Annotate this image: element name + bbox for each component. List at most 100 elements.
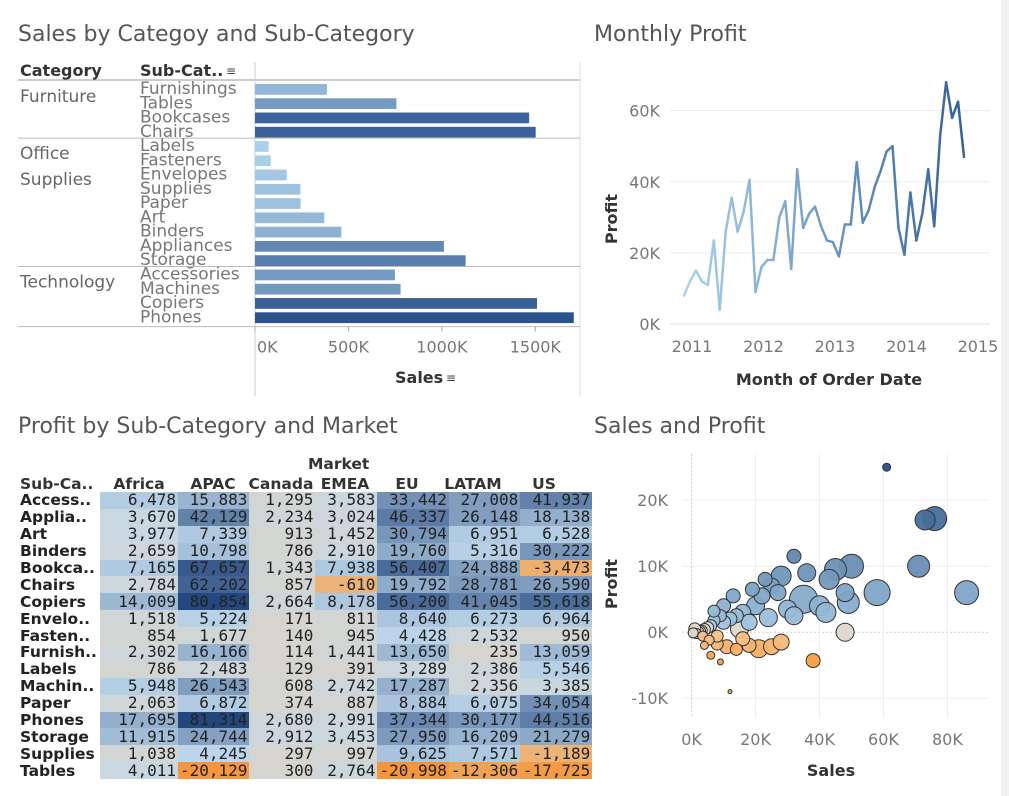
profit-cell[interactable]: 6,075 [448, 694, 521, 712]
subcategory-row-label[interactable]: Fasten.. [18, 627, 100, 645]
profit-cell[interactable]: 13,650 [377, 644, 449, 661]
market-column-latam[interactable]: LATAM [444, 475, 502, 493]
profit-cell[interactable]: 56,407 [377, 559, 449, 577]
profit-cell[interactable]: -12,306 [448, 762, 521, 780]
profit-cell[interactable]: 5,948 [100, 677, 178, 695]
profit-cell[interactable]: 16,209 [448, 728, 521, 746]
profit-cell[interactable]: 1,518 [100, 610, 178, 628]
profit-cell[interactable]: 24,888 [448, 559, 521, 577]
profit-cell[interactable]: 129 [249, 660, 316, 678]
profit-cell[interactable]: 374 [249, 694, 316, 712]
profit-cell[interactable]: 21,279 [520, 728, 593, 746]
profit-cell[interactable]: 114 [249, 644, 316, 661]
profit-cell[interactable]: 7,339 [178, 525, 250, 543]
subcategory-row-label[interactable]: Copiers [18, 593, 100, 611]
profit-cell[interactable]: 4,428 [377, 627, 449, 645]
profit-cell[interactable]: 5,546 [520, 660, 593, 678]
subcategory-row-label[interactable]: Storage [18, 728, 100, 746]
profit-cell[interactable]: 2,302 [100, 644, 178, 661]
profit-cell[interactable]: 42,129 [178, 508, 250, 526]
subcategory-row-label[interactable]: Tables [18, 762, 100, 780]
market-column-eu[interactable]: EU [395, 475, 419, 493]
profit-cell[interactable]: 18,138 [520, 508, 593, 526]
profit-cell[interactable]: -610 [315, 576, 378, 594]
profit-cell[interactable]: 17,287 [377, 677, 449, 695]
market-column-africa[interactable]: Africa [113, 475, 165, 493]
profit-cell[interactable]: 55,618 [520, 593, 593, 611]
profit-cell[interactable]: 5,316 [448, 542, 521, 560]
subcategory-row-label[interactable]: Binders [18, 542, 100, 560]
subcategory-row-label[interactable]: Envelo.. [18, 610, 100, 628]
profit-cell[interactable]: 950 [520, 627, 593, 645]
profit-cell[interactable]: 1,441 [315, 644, 378, 661]
profit-cell[interactable]: 30,177 [448, 711, 521, 729]
profit-cell[interactable]: 2,659 [100, 542, 178, 560]
profit-cell[interactable]: 3,289 [377, 660, 449, 678]
profit-cell[interactable]: -20,998 [377, 762, 449, 780]
profit-cell[interactable]: 19,792 [377, 576, 449, 594]
profit-cell[interactable]: 1,295 [249, 492, 316, 509]
profit-cell[interactable]: 41,045 [448, 593, 521, 611]
profit-cell[interactable]: 391 [315, 660, 378, 678]
profit-cell[interactable]: 1,038 [100, 745, 178, 763]
profit-cell[interactable]: 46,337 [377, 508, 449, 526]
profit-cell[interactable]: -3,473 [520, 559, 593, 577]
profit-cell[interactable]: 140 [249, 627, 316, 645]
profit-cell[interactable]: -17,725 [520, 762, 593, 780]
market-column-apac[interactable]: APAC [190, 475, 236, 493]
market-column-emea[interactable]: EMEA [320, 475, 370, 493]
profit-cell[interactable]: 16,166 [178, 644, 250, 661]
profit-cell[interactable]: 1,677 [178, 627, 250, 645]
profit-cell[interactable]: 8,178 [315, 593, 378, 611]
profit-cell[interactable]: 6,273 [448, 610, 521, 628]
profit-cell[interactable]: 13,059 [520, 644, 593, 661]
profit-cell[interactable]: 24,744 [178, 728, 250, 746]
profit-cell[interactable]: 913 [249, 525, 316, 543]
profit-cell[interactable]: 2,764 [315, 762, 378, 780]
profit-cell[interactable]: 44,516 [520, 711, 593, 729]
category-column-header[interactable]: Category [20, 61, 102, 80]
profit-cell[interactable]: 608 [249, 677, 316, 695]
profit-cell[interactable]: 297 [249, 745, 316, 763]
profit-cell[interactable]: 2,063 [100, 694, 178, 712]
profit-cell[interactable]: 3,670 [100, 508, 178, 526]
subcategory-row-label[interactable]: Chairs [18, 576, 100, 594]
profit-cell[interactable]: 27,008 [448, 492, 521, 509]
profit-cell[interactable]: 2,234 [249, 508, 316, 526]
profit-cell[interactable]: 887 [315, 694, 378, 712]
profit-cell[interactable]: 56,200 [377, 593, 449, 611]
market-column-canada[interactable]: Canada [248, 475, 314, 493]
subcategory-row-label[interactable]: Paper [18, 694, 100, 712]
profit-cell[interactable]: 80,854 [178, 593, 250, 611]
sales-sort-icon[interactable]: ≡ [446, 371, 457, 385]
profit-cell[interactable]: 26,148 [448, 508, 521, 526]
subcategory-row-label[interactable]: Machin.. [18, 677, 100, 695]
profit-cell[interactable]: 9,625 [377, 745, 449, 763]
profit-cell[interactable]: 235 [448, 644, 521, 661]
profit-cell[interactable]: 4,011 [100, 762, 178, 780]
profit-cell[interactable]: 3,453 [315, 728, 378, 746]
profit-cell[interactable]: 945 [315, 627, 378, 645]
profit-cell[interactable]: 857 [249, 576, 316, 594]
profit-cell[interactable]: 171 [249, 610, 316, 628]
profit-cell[interactable]: 3,583 [315, 492, 378, 509]
profit-cell[interactable]: 7,571 [448, 745, 521, 763]
profit-cell[interactable]: 811 [315, 610, 378, 628]
profit-cell[interactable]: 30,222 [520, 542, 593, 560]
profit-cell[interactable]: 786 [249, 542, 316, 560]
subcategory-row-label[interactable]: Art [18, 525, 100, 543]
profit-cell[interactable]: 1,452 [315, 525, 378, 543]
profit-cell[interactable]: 2,483 [178, 660, 250, 678]
profit-cell[interactable]: 3,385 [520, 677, 593, 695]
profit-cell[interactable]: 8,640 [377, 610, 449, 628]
profit-cell[interactable]: 33,442 [377, 492, 449, 509]
profit-cell[interactable]: 2,664 [249, 593, 316, 611]
profit-cell[interactable]: 2,910 [315, 542, 378, 560]
profit-cell[interactable]: 3,977 [100, 525, 178, 543]
profit-cell[interactable]: 41,937 [520, 492, 593, 509]
profit-cell[interactable]: 14,009 [100, 593, 178, 611]
profit-cell[interactable]: 26,590 [520, 576, 593, 594]
profit-cell[interactable]: 4,245 [178, 745, 250, 763]
sort-descending-icon[interactable]: ≡ [226, 64, 237, 78]
profit-cell[interactable]: 854 [100, 627, 178, 645]
